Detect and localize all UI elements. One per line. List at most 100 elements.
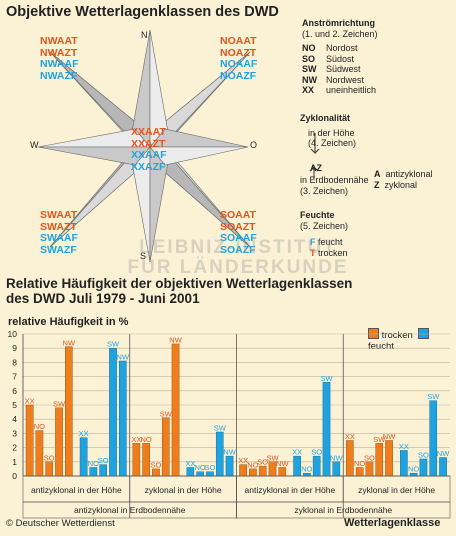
bar-trocken-sw (375, 443, 384, 477)
bar-trocken-xx (346, 440, 354, 477)
legend-swatch-trocken (368, 328, 379, 339)
bar-label: NO (247, 460, 258, 469)
codes-center: XXAAT XXAZT XXAAF XXAZF (131, 126, 167, 173)
codes-sw: SWAAT SWAZT SWAAF SWAZF (40, 209, 78, 256)
watermark: LEIBNIZ-INSTITUT FÜR LÄNDERKUNDE (127, 237, 349, 278)
chart-title: Relative Häufigkeit der objektiven Wette… (6, 276, 353, 306)
bar-trocken-nw (278, 467, 287, 477)
bar-feucht-no (89, 467, 98, 477)
bar-trocken-no (355, 467, 364, 477)
bar-trocken-no (249, 468, 257, 477)
bar-label: SO (364, 453, 375, 462)
bar-trocken-no (142, 443, 150, 477)
page-title: Objektive Wetterlagenklassen des DWD (6, 4, 279, 20)
parent-label: antizyklonal in Erdbodennähe (74, 505, 186, 515)
bar-label: SO (257, 458, 268, 467)
code-legend: Anströmrichtung (1. und 2. Zeichen) NO No… (302, 18, 378, 95)
compass-rose (37, 29, 251, 263)
bar-feucht-so (206, 471, 214, 477)
group-label: zyklonal in der Höhe (145, 485, 222, 495)
group-label: antizyklonal in der Höhe (31, 485, 122, 495)
y-tick-label: 4 (12, 414, 17, 424)
bar-trocken-sw (55, 407, 63, 477)
bar-trocken-nw (171, 343, 180, 477)
bar-label: NW (276, 459, 289, 468)
bar-feucht-nw (439, 457, 447, 477)
compass-star-icon (37, 29, 251, 263)
y-tick-label: 8 (12, 357, 17, 367)
codes-nw: NWAAT NWAZT NWAAF NWAZF (40, 35, 79, 82)
group-label: antizyklonal in der Höhe (245, 485, 336, 495)
bar-label: SW (214, 423, 227, 432)
y-tick-label: 3 (12, 428, 17, 438)
codes-so: SOAAT SOAZT SOAAF SOAZF (220, 209, 257, 256)
bar-feucht-so (312, 455, 321, 477)
bar-label: SO (151, 460, 162, 469)
y-axis-label: relative Häufigkeit in % (8, 316, 129, 328)
bar-label: SO (311, 448, 322, 457)
bar-label: SW (427, 392, 440, 401)
bar-trocken-sw (161, 417, 170, 477)
bar-label: XX (292, 448, 302, 457)
bar-trocken-so (258, 465, 267, 477)
compass-s: S (140, 251, 147, 261)
zyklo-arrows-icon (309, 133, 320, 179)
bar-label: NW (169, 335, 182, 344)
bar-trocken-xx (132, 443, 141, 477)
bar-label: NW (223, 448, 236, 457)
bar-label: NW (383, 432, 396, 441)
bar-feucht-xx (79, 437, 88, 477)
bar-label: SO (205, 463, 216, 472)
bar-trocken-nw (64, 346, 73, 477)
bar-feucht-xx (400, 450, 408, 477)
y-tick-label: 5 (12, 400, 17, 410)
source-credit: © Deutscher Wetterdienst (6, 518, 115, 529)
bar-trocken-nw (385, 440, 393, 477)
bar-trocken-so (152, 468, 160, 477)
bar-label: SW (373, 435, 386, 444)
compass-n: N (141, 30, 148, 40)
compass-o: O (250, 140, 258, 150)
bar-trocken-xx (25, 404, 34, 477)
bar-label: NO (408, 465, 419, 474)
bar-label: SW (266, 453, 279, 462)
bar-feucht-no (196, 471, 204, 477)
bar-label: NW (330, 453, 343, 462)
bar-feucht-sw (322, 382, 331, 477)
legend-trocken: trocken (381, 330, 413, 341)
footer-brand: Wetterlagenklasse (344, 517, 441, 529)
legend-swatch-feucht (418, 328, 430, 339)
bar-feucht-sw (429, 400, 438, 477)
bar-label: NO (301, 465, 312, 474)
bar-feucht-so (419, 458, 428, 477)
legend-feucht: feucht (368, 341, 394, 352)
y-tick-label: 9 (12, 343, 17, 353)
bar-label: NW (63, 338, 76, 347)
bar-label: XX (131, 435, 141, 444)
bar-trocken-no (35, 430, 44, 477)
bar-label: SW (107, 340, 120, 349)
bar-trocken-xx (239, 464, 247, 477)
bar-feucht-xx (293, 455, 301, 477)
bar-label: XX (399, 442, 409, 451)
bar-feucht-nw (225, 455, 234, 477)
codes-no: NOAAT NOAZT NOAAF NOAZF (220, 35, 258, 82)
bar-label: SW (320, 374, 333, 383)
bar-feucht-nw (118, 360, 127, 477)
bar-label: NO (141, 435, 152, 444)
bar-label: XX (185, 459, 195, 468)
bar-trocken-so (365, 461, 374, 477)
bar-feucht-xx (186, 467, 195, 477)
y-tick-label: 7 (12, 372, 17, 382)
bar-trocken-sw (268, 461, 277, 477)
bar-label: SO (418, 450, 429, 459)
bar-label: XX (345, 432, 355, 441)
parent-label: zyklonal in Erdbodennähe (294, 505, 392, 515)
bar-label: NO (88, 459, 99, 468)
y-tick-label: 10 (8, 329, 18, 339)
bar-label: NO (34, 422, 45, 431)
bar-label: NO (354, 459, 365, 468)
bar-feucht-so (99, 464, 107, 477)
group-label: zyklonal in der Höhe (358, 485, 435, 495)
